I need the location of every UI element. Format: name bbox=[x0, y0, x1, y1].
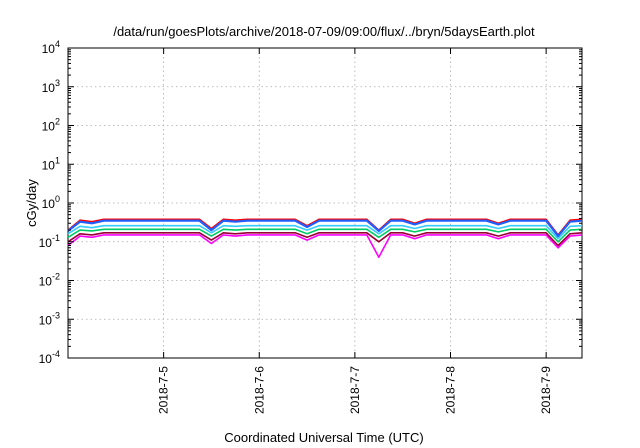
y-tick-label: 10-2 bbox=[39, 272, 60, 289]
y-tick-label: 104 bbox=[42, 39, 60, 56]
x-tick-label: 2018-7-6 bbox=[252, 366, 266, 414]
x-tick-label: 2018-7-5 bbox=[157, 366, 171, 414]
series-line bbox=[67, 234, 583, 259]
series-group bbox=[67, 218, 583, 259]
x-axis-label: Coordinated Universal Time (UTC) bbox=[224, 430, 423, 445]
series-line bbox=[67, 232, 583, 247]
grid bbox=[68, 48, 582, 358]
y-tick-label: 10-3 bbox=[39, 310, 60, 327]
x-axis: 2018-7-5 2018-7-6 2018-7-7 2018-7-8 2018-7-9 bbox=[157, 48, 553, 414]
x-tick-label: 2018-7-9 bbox=[539, 366, 553, 414]
x-tick-label: 2018-7-7 bbox=[348, 366, 362, 414]
y-tick-label: 101 bbox=[42, 155, 60, 172]
y-tick-label: 10-4 bbox=[39, 349, 60, 366]
y-tick-label: 10-1 bbox=[39, 233, 60, 250]
series-line bbox=[67, 224, 583, 240]
y-axis: 10-4 10-3 10-2 10-1 100 101 102 103 104 bbox=[39, 39, 582, 366]
y-axis-label: cGy/day bbox=[24, 179, 39, 227]
y-tick-label: 102 bbox=[42, 117, 60, 134]
y-tick-label: 103 bbox=[42, 78, 60, 95]
x-tick-label: 2018-7-8 bbox=[444, 366, 458, 414]
series-line bbox=[67, 228, 583, 243]
y-tick-label: 100 bbox=[42, 194, 60, 211]
series-line bbox=[67, 219, 583, 238]
chart-title: /data/run/goesPlots/archive/2018-07-09/0… bbox=[113, 24, 535, 39]
